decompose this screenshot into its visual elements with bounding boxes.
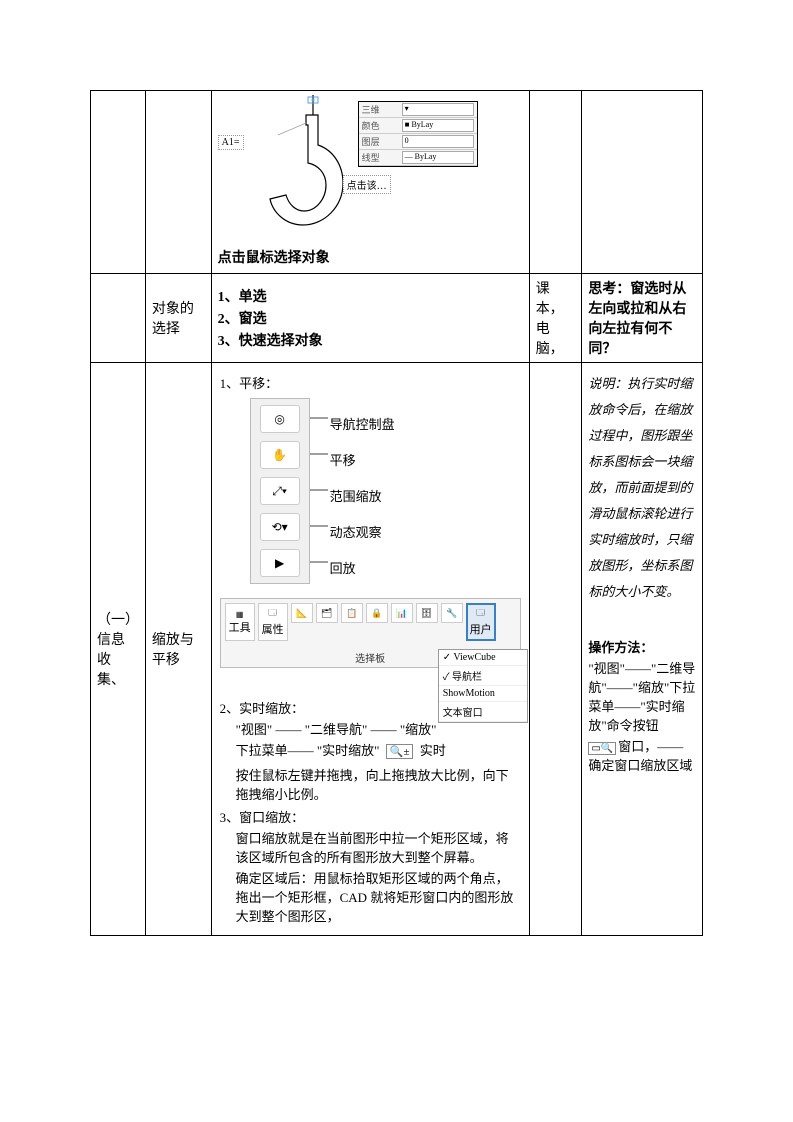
r2c2: 对象的选择 [145,274,211,363]
op-body2: ▭🔍窗口，——确定窗口缩放区域 [588,736,696,774]
orbit-icon[interactable]: ⟲▾ [260,513,300,541]
ribbon-big-2[interactable]: 🗔属性 [258,603,288,641]
r2c4: 课本，电脑， [529,274,582,363]
ribbon: ▦工具 🗔属性 📐 🗂 📋 🔒 📊 🗄 🔧 🗔用户 选择板 ViewCube 导… [220,598,521,668]
nav-wheel-icon[interactable]: ◎ [260,405,300,433]
sec2-l1c: 实时 [420,743,446,758]
panel-field: ▾ [402,103,474,116]
row-selection: 对象的选择 1、单选 2、窗选 3、快速选择对象 课本，电脑， 思考：窗选时从左… [91,274,703,363]
sec2-l1b: 下拉菜单—— "实时缩放" 🔍± 实时 [220,740,521,759]
ribbon-big-sel[interactable]: 🗔用户 [466,603,496,641]
ribbon-icon[interactable]: 🔧 [441,603,463,623]
r3c2: 缩放与平移 [145,363,211,936]
r3c1: （一）信息收集、 [91,363,146,936]
nav-label-1: 导航控制盘 [330,414,395,433]
ribbon-dropdown[interactable]: ViewCube 导航栏 ShowMotion 文本窗口 [438,649,528,723]
dd-item[interactable]: 文本窗口 [439,702,527,722]
ribbon-icon[interactable]: 🔒 [366,603,388,623]
page: A1= 点击该… 三维▾ 颜色■ ByLay 图层0 线型— ByLay 点击鼠… [0,0,793,1026]
sec3-p1: 窗口缩放就是在当前图形中拉一个矩形区域，将该区域所包含的所有图形放大到整个屏幕。 [220,828,521,866]
pan-icon[interactable]: ✋ [260,441,300,469]
nav-label-3: 范围缩放 [330,486,382,505]
op-title: 操作方法： [588,637,696,656]
sel-item-3: 3、快速选择对象 [218,330,523,350]
sec2-l2: 按住鼠标左键并拖拽，向上拖拽放大比例，向下拖拽缩小比例。 [220,765,521,803]
r1c1 [91,91,146,274]
zoom-extents-icon[interactable]: ⤢▾ [260,477,300,505]
r2c3: 1、单选 2、窗选 3、快速选择对象 [211,274,529,363]
row-figure: A1= 点击该… 三维▾ 颜色■ ByLay 图层0 线型— ByLay 点击鼠… [91,91,703,274]
ribbon-icon[interactable]: 🗂 [316,603,338,623]
sec2-l1b-text: 下拉菜单—— "实时缩放" [236,743,380,758]
sel-item-2: 2、窗选 [218,308,523,328]
hook-label-right: 点击该… [343,175,391,194]
r1c3: A1= 点击该… 三维▾ 颜色■ ByLay 图层0 线型— ByLay 点击鼠… [211,91,529,274]
ribbon-big-1[interactable]: ▦工具 [225,603,255,641]
ribbon-icon[interactable]: 📐 [291,603,313,623]
nav-label-5: 回放 [330,558,356,577]
sec3-title: 3、窗口缩放： [220,807,521,826]
hook-figure: A1= 点击该… 三维▾ 颜色■ ByLay 图层0 线型— ByLay [218,95,478,245]
window-zoom-icon: ▭🔍 [588,742,616,755]
ribbon-icon[interactable]: 📋 [341,603,363,623]
lesson-table: A1= 点击该… 三维▾ 颜色■ ByLay 图层0 线型— ByLay 点击鼠… [90,90,703,936]
panel-title: 三维 [362,103,402,116]
property-panel: 三维▾ 颜色■ ByLay 图层0 线型— ByLay [358,101,478,167]
r3c4 [529,363,582,936]
r1c4 [529,91,582,274]
ribbon-icon[interactable]: 🗄 [416,603,438,623]
r1c2 [145,91,211,274]
r2c5: 思考：窗选时从左向或拉和从右向左拉有何不同？ [582,274,703,363]
hook-label-left: A1= [218,135,244,150]
row-zoom-pan: （一）信息收集、 缩放与平移 1、平移： ◎ ✋ ⤢▾ ⟲▾ ▶ 导航控制盘 平… [91,363,703,936]
nav-label-2: 平移 [330,450,356,469]
sel-item-1: 1、单选 [218,286,523,306]
dd-item[interactable]: ShowMotion [439,686,527,702]
nav-toolbar-wrap: ◎ ✋ ⤢▾ ⟲▾ ▶ 导航控制盘 平移 范围缩放 动态观察 回放 [220,398,521,588]
nav-toolbar: ◎ ✋ ⤢▾ ⟲▾ ▶ [250,398,310,584]
r3c3: 1、平移： ◎ ✋ ⤢▾ ⟲▾ ▶ 导航控制盘 平移 范围缩放 动态观察 回放 [211,363,529,936]
figure-caption: 点击鼠标选择对象 [218,247,523,267]
realtime-zoom-icon: 🔍± [386,744,414,759]
replay-icon[interactable]: ▶ [260,549,300,577]
dd-item[interactable]: ViewCube [439,650,527,666]
dd-item[interactable]: 导航栏 [439,666,527,686]
op-body1: "视图"——"二维导航"——"缩放"下拉菜单——"实时缩放"命令按钮 [588,658,696,734]
r1c5 [582,91,703,274]
ribbon-tab-label: 选择板 [355,650,385,665]
ribbon-icon[interactable]: 📊 [391,603,413,623]
sec1-title: 1、平移： [220,373,521,392]
r3c5: 说明：执行实时缩放命令后，在缩放过程中，图形跟坐标系图标会一块缩放，而前面提到的… [582,363,703,936]
r2c1 [91,274,146,363]
sec3-p2: 确定区域后：用鼠标拾取矩形区域的两个角点，拖出一个矩形框，CAD 就将矩形窗口内… [220,868,521,925]
ribbon-icons: ▦工具 🗔属性 📐 🗂 📋 🔒 📊 🗄 🔧 🗔用户 [221,599,520,645]
note-kaiti: 说明：执行实时缩放命令后，在缩放过程中，图形跟坐标系图标会一块缩放，而前面提到的… [588,371,696,605]
nav-label-4: 动态观察 [330,522,382,541]
